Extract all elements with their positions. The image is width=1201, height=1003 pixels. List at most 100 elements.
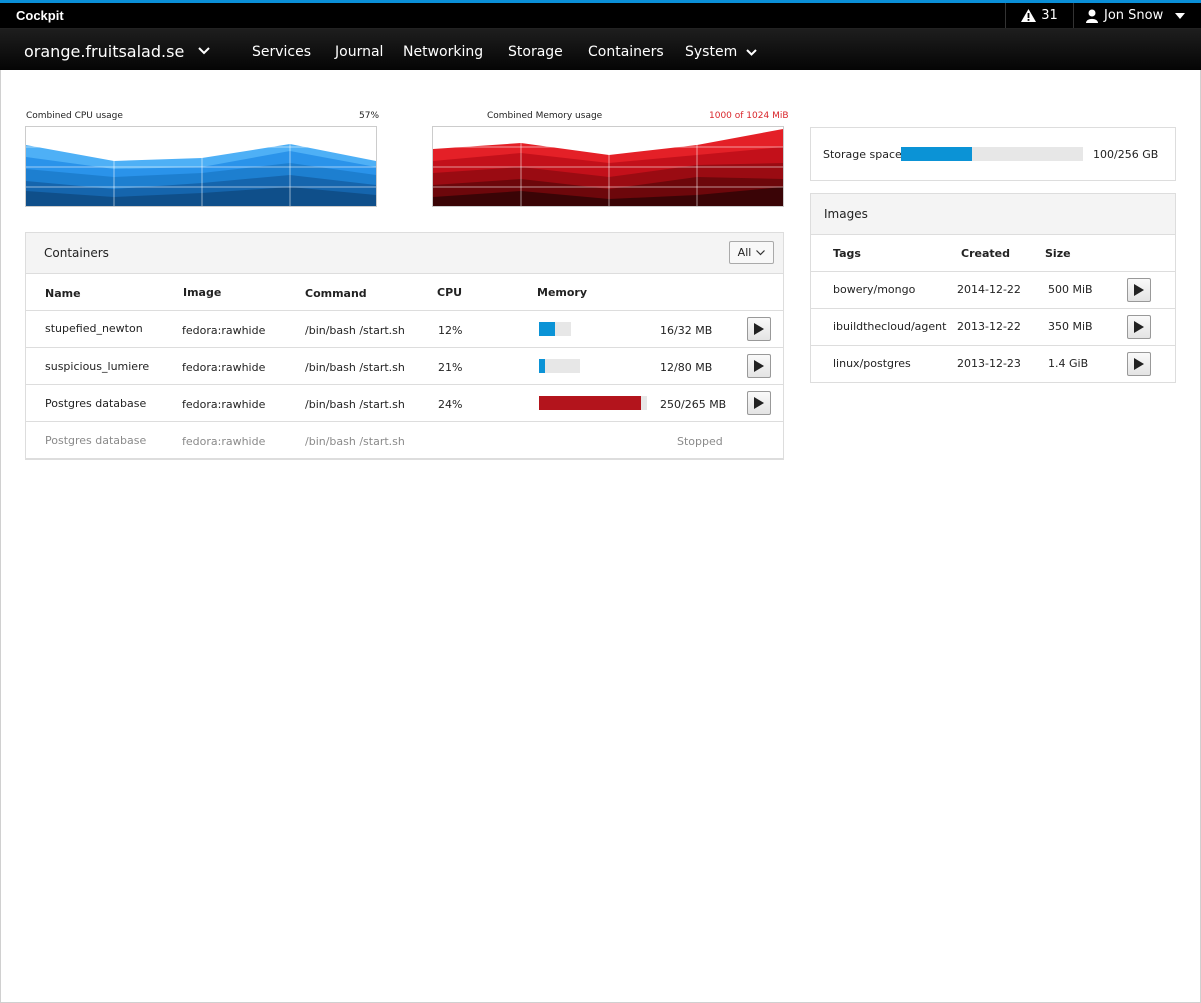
container-image: fedora:rawhide: [182, 398, 266, 411]
play-icon: [1134, 321, 1144, 333]
images-header: Images: [811, 194, 1175, 235]
containers-header: Containers All: [26, 233, 783, 274]
image-row[interactable]: ibuildthecloud/agent 2013-12-22 350 MiB: [811, 309, 1175, 346]
container-name[interactable]: stupefied_newton: [45, 322, 143, 335]
images-title: Images: [824, 207, 868, 221]
memory-bar: [539, 322, 571, 336]
col-tags: Tags: [833, 247, 861, 260]
chevron-down-icon: [745, 48, 757, 56]
col-created: Created: [961, 247, 1010, 260]
start-container-button[interactable]: [747, 391, 771, 415]
image-tag[interactable]: ibuildthecloud/agent: [833, 320, 947, 333]
container-row[interactable]: suspicious_lumiere fedora:rawhide/bin/bas…: [26, 348, 783, 385]
play-icon: [1134, 358, 1144, 370]
container-image: fedora:rawhide: [182, 361, 266, 374]
container-row[interactable]: Postgres database fedora:rawhide/bin/bash…: [26, 422, 783, 459]
image-size: 1.4 GiB: [1048, 357, 1089, 370]
run-image-button[interactable]: [1127, 315, 1151, 339]
col-memory: Memory: [537, 286, 588, 299]
container-cpu: 12%: [438, 324, 463, 337]
memory-chart-value: 1000 of 1024 MiB: [709, 111, 789, 121]
storage-bar-fill: [901, 147, 972, 161]
container-status: Stopped: [677, 435, 723, 448]
top-bar: Cockpit 31 Jon Snow: [0, 3, 1201, 28]
container-row[interactable]: Postgres database fedora:rawhide/bin/bash…: [26, 385, 783, 422]
alerts-button[interactable]: 31: [1005, 3, 1073, 28]
storage-label: Storage space: [823, 148, 902, 161]
nav-storage[interactable]: Storage: [508, 44, 563, 60]
cpu-chart-value: 57%: [359, 111, 380, 121]
container-command: /bin/bash /start.sh: [305, 398, 405, 411]
container-name[interactable]: Postgres database: [45, 397, 147, 410]
user-menu[interactable]: Jon Snow: [1073, 3, 1201, 28]
host-selector[interactable]: orange.fruitsalad.se: [24, 42, 185, 61]
image-size: 350 MiB: [1048, 320, 1093, 333]
image-created: 2014-12-22: [957, 283, 1021, 296]
nav-services[interactable]: Services: [252, 44, 312, 60]
play-icon: [754, 323, 764, 335]
container-image: fedora:rawhide: [182, 324, 266, 337]
user-icon: [1086, 9, 1098, 23]
start-container-button[interactable]: [747, 317, 771, 341]
col-command: Command: [305, 287, 367, 300]
memory-chart-label: Combined Memory usage: [487, 111, 603, 121]
col-cpu: CPU: [437, 286, 463, 299]
run-image-button[interactable]: [1127, 352, 1151, 376]
memory-bar: [539, 359, 580, 373]
play-icon: [1134, 284, 1144, 296]
col-size: Size: [1045, 247, 1071, 260]
play-icon: [754, 397, 764, 409]
image-created: 2013-12-22: [957, 320, 1021, 333]
image-size: 500 MiB: [1048, 283, 1093, 296]
caret-down-icon: [1175, 12, 1186, 19]
run-image-button[interactable]: [1127, 278, 1151, 302]
container-cpu: 24%: [438, 398, 463, 411]
nav-journal[interactable]: Journal: [335, 44, 384, 60]
warning-icon: [1021, 9, 1037, 22]
container-memory: 12/80 MB: [660, 361, 713, 374]
container-name[interactable]: Postgres database: [45, 434, 147, 447]
nav-containers[interactable]: Containers: [588, 44, 664, 60]
container-command: /bin/bash /start.sh: [305, 435, 405, 448]
container-name[interactable]: suspicious_lumiere: [45, 360, 150, 373]
containers-filter-dropdown[interactable]: All: [729, 241, 774, 264]
image-tag[interactable]: linux/postgres: [833, 357, 911, 370]
nav-system[interactable]: System: [685, 44, 757, 60]
memory-bar-fill: [539, 396, 641, 410]
cpu-usage-chart: [25, 126, 377, 207]
image-row[interactable]: bowery/mongo 2014-12-22 500 MiB: [811, 272, 1175, 309]
start-container-button[interactable]: [747, 354, 771, 378]
containers-title: Containers: [44, 246, 109, 260]
image-tag[interactable]: bowery/mongo: [833, 283, 916, 296]
container-row[interactable]: stupefied_newton fedora:rawhide/bin/bash …: [26, 311, 783, 348]
images-table-header: Tags Created Size: [811, 235, 1175, 272]
memory-bar: [539, 396, 647, 410]
container-image: fedora:rawhide: [182, 435, 266, 448]
play-icon: [754, 360, 764, 372]
nav-system-label: System: [685, 44, 738, 60]
nav-networking[interactable]: Networking: [403, 44, 484, 60]
memory-bar-fill: [539, 322, 555, 336]
cpu-chart-label: Combined CPU usage: [26, 111, 123, 121]
memory-usage-chart: [432, 126, 784, 207]
filter-value: All: [737, 246, 752, 259]
image-row[interactable]: linux/postgres 2013-12-23 1.4 GiB: [811, 346, 1175, 382]
containers-panel: Containers All Name Image Command CPU Me…: [25, 232, 784, 460]
storage-panel: Storage space 100/256 GB: [810, 127, 1176, 181]
chevron-down-icon: [756, 249, 766, 255]
containers-table-header: Name Image Command CPU Memory: [26, 274, 783, 311]
alert-count: 31: [1041, 8, 1058, 23]
memory-bar-fill: [539, 359, 545, 373]
col-image: Image: [183, 286, 222, 299]
user-name: Jon Snow: [1104, 8, 1164, 23]
storage-bar: [901, 147, 1083, 161]
nav-bar: orange.fruitsalad.se Services Journal Ne…: [0, 28, 1201, 70]
accent-strip: [0, 0, 1201, 3]
container-cpu: 21%: [438, 361, 463, 374]
chevron-down-icon[interactable]: [198, 47, 210, 55]
app-title: Cockpit: [16, 8, 64, 23]
container-memory: 16/32 MB: [660, 324, 713, 337]
container-command: /bin/bash /start.sh: [305, 361, 405, 374]
storage-value: 100/256 GB: [1093, 148, 1159, 161]
image-created: 2013-12-23: [957, 357, 1021, 370]
